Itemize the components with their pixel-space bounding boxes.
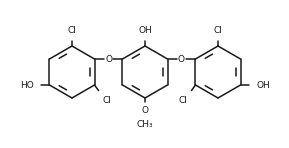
Text: Cl: Cl: [179, 96, 188, 105]
Text: O: O: [178, 54, 185, 63]
Text: Cl: Cl: [68, 26, 76, 35]
Text: HO: HO: [20, 81, 34, 90]
Text: O: O: [142, 106, 149, 115]
Text: Cl: Cl: [103, 96, 111, 105]
Text: OH: OH: [257, 81, 270, 90]
Text: OH: OH: [138, 26, 152, 35]
Text: CH₃: CH₃: [137, 120, 153, 129]
Text: O: O: [105, 54, 112, 63]
Text: Cl: Cl: [214, 26, 223, 35]
